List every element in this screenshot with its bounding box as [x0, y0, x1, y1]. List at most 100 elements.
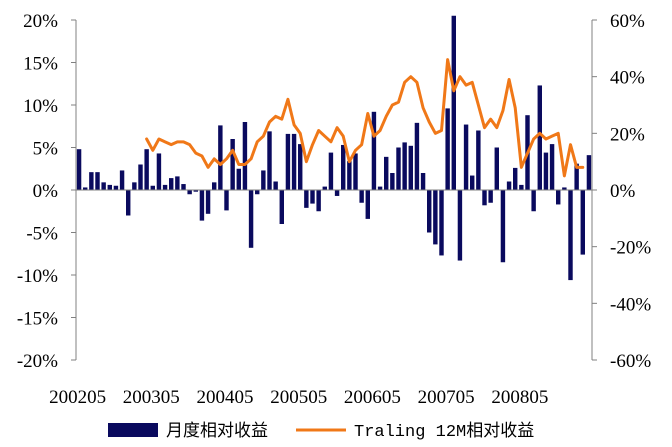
left-tick-label: -5% [26, 224, 58, 245]
right-tick-label: 40% [610, 68, 645, 89]
bar [205, 190, 211, 214]
legend-label-line: Traling 12M相对收益 [354, 421, 534, 442]
bar [537, 85, 542, 190]
trailing-12m-line [145, 58, 585, 178]
bar [175, 176, 180, 190]
bar [193, 190, 198, 192]
bar [580, 190, 585, 255]
bar [439, 190, 444, 256]
bar [101, 182, 106, 190]
right-tick-label: -40% [610, 294, 651, 315]
bar [291, 133, 297, 190]
bar [427, 190, 432, 233]
bar [519, 184, 524, 190]
x-tick-label: 200405 [197, 387, 254, 408]
bar [586, 155, 592, 190]
left-tick-label: -15% [17, 309, 58, 330]
bar [353, 153, 358, 190]
right-tick-label: 20% [610, 124, 645, 145]
bar [476, 130, 481, 190]
bar [556, 190, 561, 205]
bar [126, 190, 131, 216]
bar [267, 131, 272, 190]
bar [218, 125, 223, 190]
x-tick-label: 200605 [344, 387, 401, 408]
left-tick-label: 5% [33, 139, 59, 160]
right-tick-label: -20% [610, 238, 651, 259]
bar [310, 190, 315, 204]
right-tick-label: 0% [610, 181, 636, 202]
bar [83, 187, 88, 190]
bar [506, 181, 512, 190]
right-tick-label: 60% [610, 11, 645, 32]
bar [562, 187, 567, 190]
left-tick-label: 0% [33, 181, 59, 202]
bar [371, 111, 377, 190]
bar [322, 186, 327, 190]
bar [359, 190, 364, 203]
bar [341, 144, 346, 190]
bar [494, 147, 499, 190]
bar [396, 147, 401, 190]
left-tick-label: 10% [23, 96, 58, 117]
bar [402, 142, 407, 190]
x-tick-label: 200805 [491, 387, 548, 408]
bar [89, 172, 94, 190]
bar [236, 168, 241, 190]
bar [457, 190, 463, 261]
bar [470, 175, 475, 190]
bar [187, 190, 192, 195]
x-tick-label: 200205 [49, 387, 106, 408]
bar [285, 133, 291, 190]
legend-label-bar: 月度相对收益 [166, 421, 268, 442]
bar [162, 184, 168, 190]
legend-swatch-bar [108, 423, 158, 437]
bar [181, 184, 186, 190]
bar [347, 161, 352, 190]
bar [445, 108, 450, 190]
bar [76, 149, 82, 190]
bar [334, 190, 340, 196]
bar [304, 190, 309, 208]
bar [384, 156, 389, 190]
x-tick-label: 200305 [123, 387, 180, 408]
bar [543, 152, 549, 190]
bar [328, 152, 334, 190]
x-tick-label: 200505 [270, 387, 327, 408]
bar [298, 144, 303, 190]
left-tick-label: -10% [17, 266, 58, 287]
x-tick-label: 200705 [418, 387, 475, 408]
bar [150, 185, 155, 190]
bar [132, 182, 137, 190]
bar [95, 172, 100, 190]
bar [273, 181, 278, 190]
bar [107, 184, 112, 190]
bar [138, 164, 143, 190]
bar [482, 190, 487, 206]
bar [433, 190, 438, 245]
right-tick-label: -60% [610, 351, 651, 372]
bar [488, 190, 493, 203]
bar [513, 167, 518, 190]
bar [261, 170, 266, 190]
bar [156, 153, 162, 190]
left-tick-label: 20% [23, 11, 58, 32]
bar [420, 173, 426, 190]
left-tick-label: -20% [17, 351, 58, 372]
bar [169, 178, 174, 190]
bar [549, 144, 555, 190]
bar [390, 173, 395, 190]
bar [212, 182, 217, 190]
bar [316, 190, 321, 212]
bar [119, 170, 125, 190]
bar [113, 185, 119, 190]
bar [568, 190, 573, 281]
bar [531, 190, 536, 212]
bar [144, 149, 149, 190]
bar [224, 190, 229, 211]
bar [365, 190, 370, 219]
bar [414, 122, 420, 190]
bar [279, 190, 284, 224]
